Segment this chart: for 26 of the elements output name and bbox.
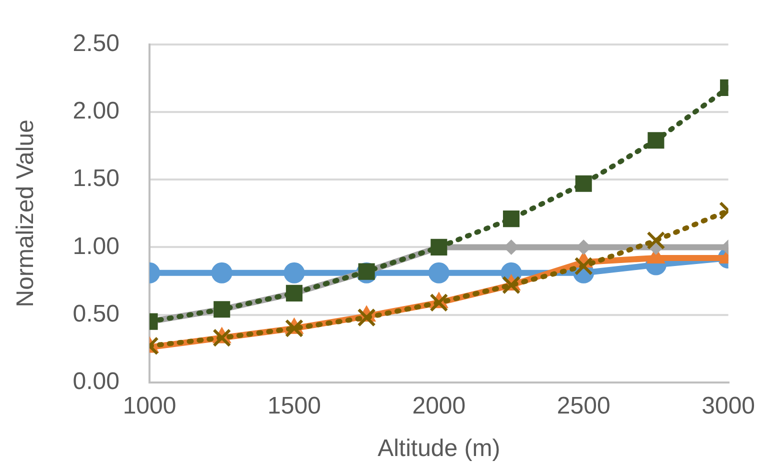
point [284, 319, 304, 338]
x-tick-label: 3000 [702, 392, 755, 420]
x-tick-label: 1500 [268, 392, 321, 420]
x-tick-label: 2000 [412, 392, 466, 420]
point [646, 231, 666, 250]
y-tick-label: 0.00 [72, 368, 120, 396]
point [357, 308, 376, 327]
point [212, 328, 232, 348]
point [428, 262, 450, 284]
point [502, 276, 521, 294]
point [574, 256, 593, 276]
point [284, 262, 305, 284]
point [502, 210, 520, 228]
point [648, 132, 664, 149]
y-tick-label: 0.50 [72, 300, 120, 328]
x-tick-label: 1000 [122, 392, 176, 420]
x-tick-label: 2500 [556, 392, 610, 420]
point [575, 175, 592, 192]
y-tick-label: 2.50 [72, 30, 120, 58]
y-axis-title: Normalized Value [12, 120, 40, 308]
x-axis-title: Altitude (m) [378, 435, 500, 462]
point [430, 293, 448, 312]
y-tick-label: 1.50 [72, 165, 120, 192]
y-tick-label: 2.00 [72, 98, 120, 125]
point [211, 262, 232, 284]
y-tick-label: 1.00 [72, 232, 120, 260]
